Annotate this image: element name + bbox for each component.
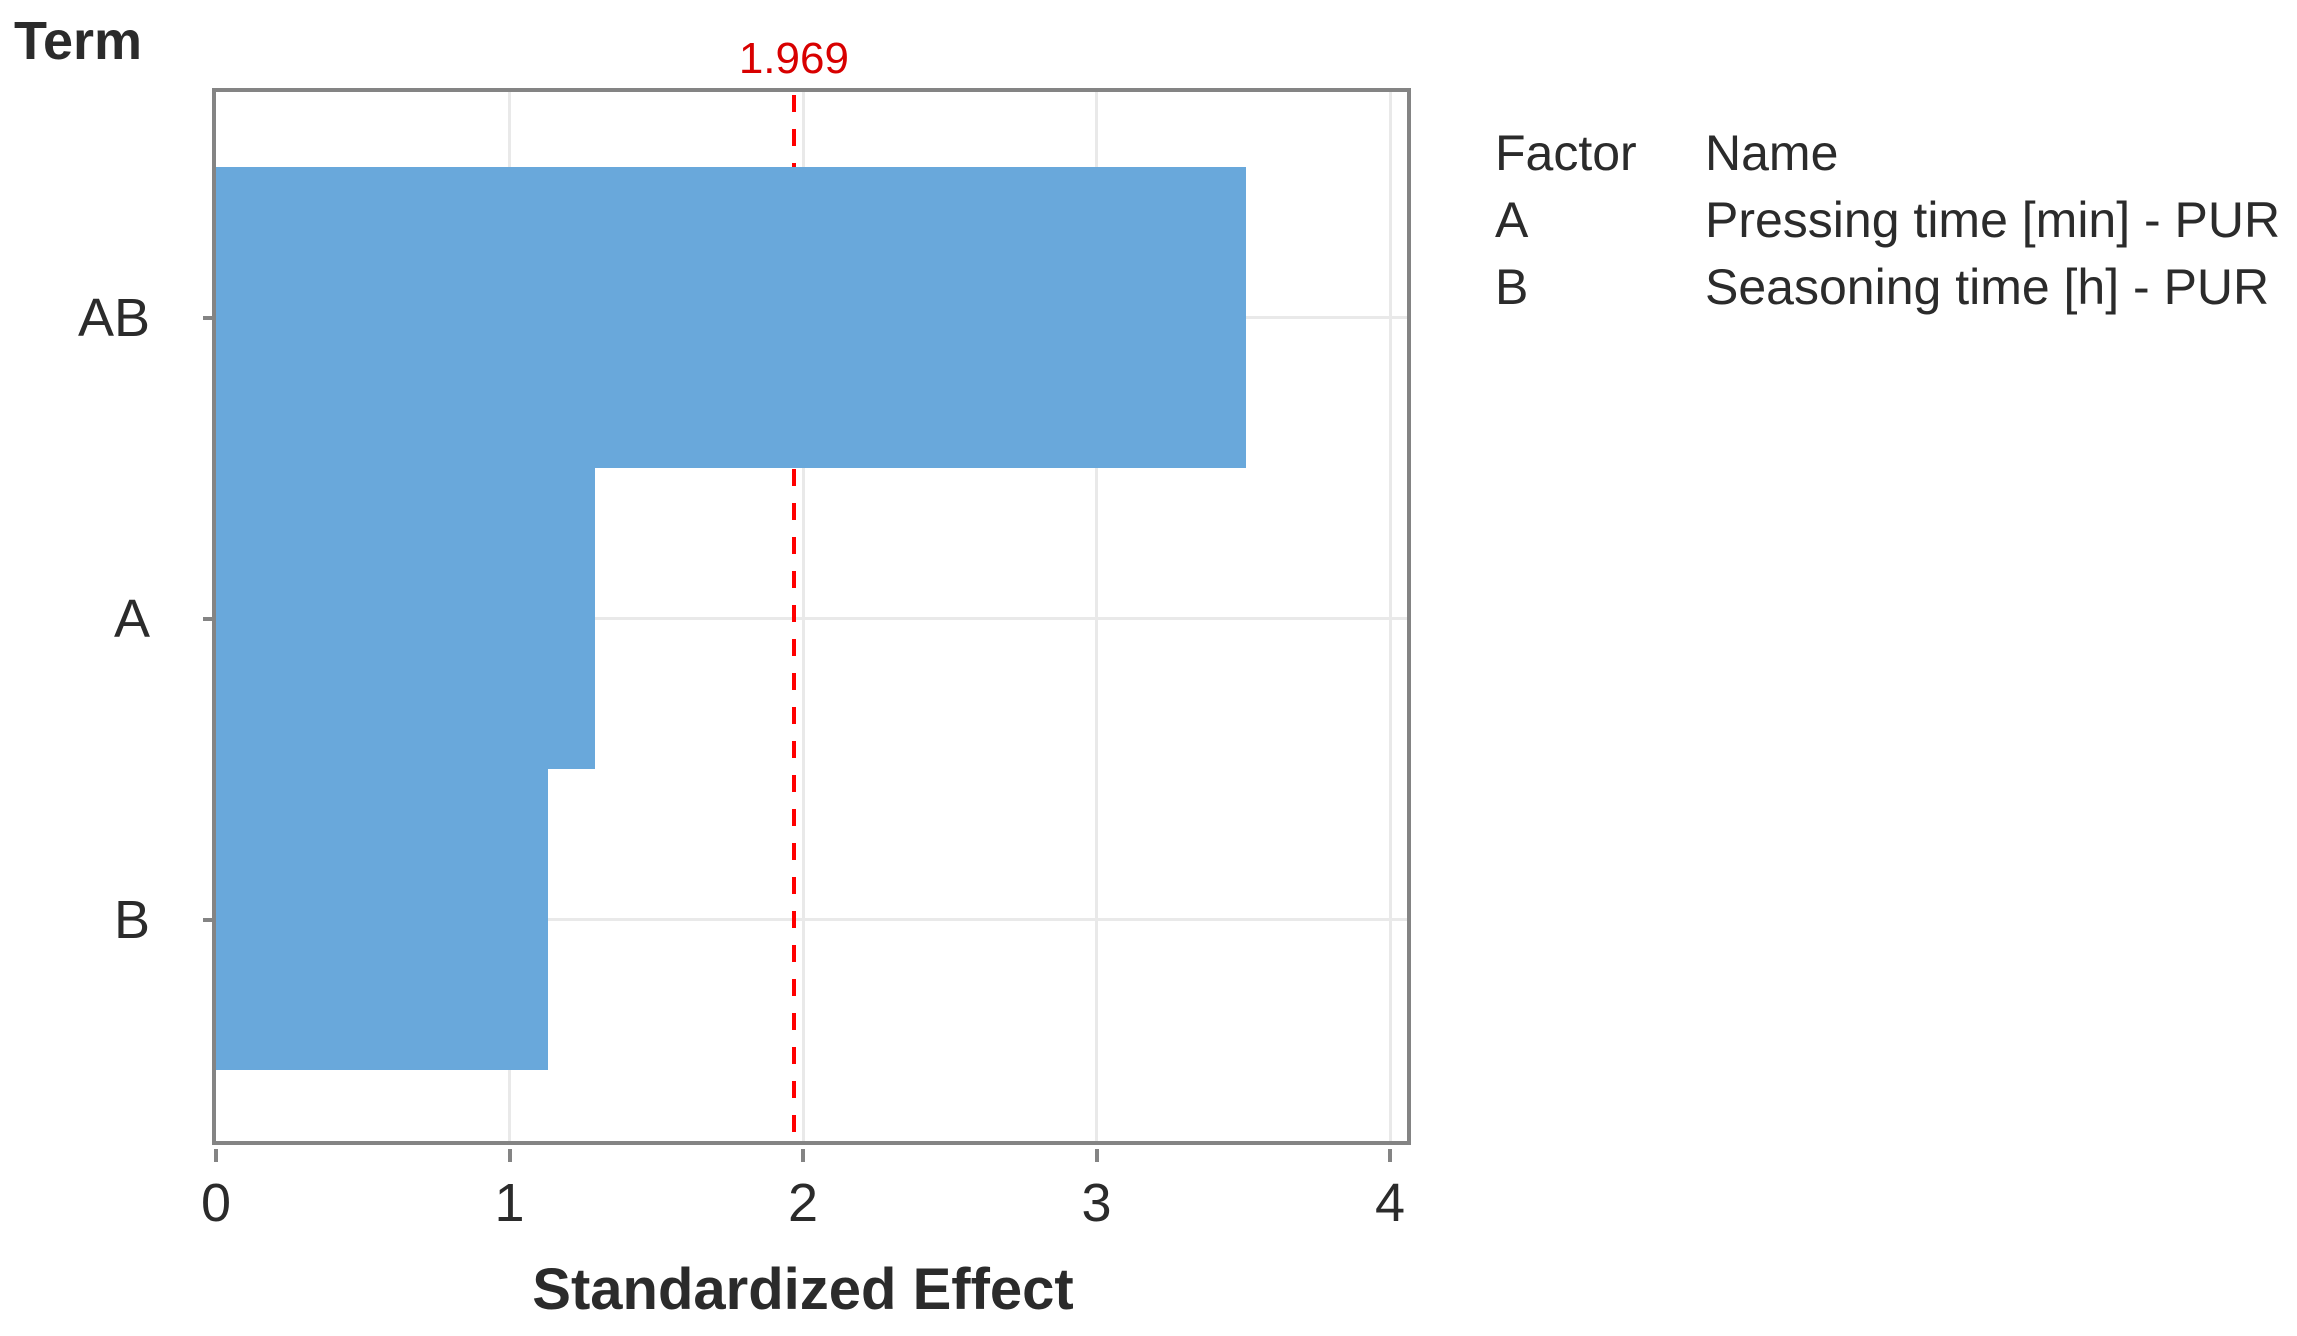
legend-factor-name: Pressing time [min] - PUR [1705,192,2281,248]
reference-line-label: 1.969 [738,34,849,83]
bar-A [216,468,595,769]
reference-line [791,95,796,1145]
legend-factor-label: A [1495,192,1529,248]
x-tick [214,1149,218,1162]
legend-factor-name: Seasoning time [h] - PUR [1705,259,2270,315]
v-gridline [801,92,805,1145]
y-axis-title: Term [14,11,143,71]
x-tick-label: 3 [1081,1173,1112,1233]
x-tick [1388,1149,1392,1162]
x-tick-label: 2 [787,1173,819,1233]
x-tick [801,1149,805,1162]
legend-row: B Seasoning time [h] - PUR [1495,254,2280,321]
x-tick-label: 0 [200,1173,232,1233]
legend-header-factor: Factor [1495,125,1637,181]
x-axis-title: Standardized Effect [532,1257,1074,1322]
legend: Factor Name A Pressing time [min] - PUR … [1495,120,2280,321]
legend-header-name: Name [1705,125,1839,181]
y-tick [203,616,216,621]
y-tick [203,315,216,320]
x-tick-label: 4 [1374,1173,1406,1233]
x-tick [507,1149,512,1162]
x-tick-label: 1 [494,1173,525,1233]
x-tick [1094,1149,1099,1162]
h-gridline [216,918,1407,921]
legend-factor-label: B [1495,259,1529,315]
legend-header-row: Factor Name [1495,120,2280,187]
v-gridline [1095,92,1098,1145]
y-tick-label: A [113,588,150,649]
y-tick [203,917,216,922]
y-tick-label: B [113,889,150,950]
bar-B [216,769,548,1070]
v-gridline [1388,92,1392,1145]
h-gridline [216,617,1407,620]
bar-AB [216,167,1247,468]
y-tick-label: AB [77,287,150,348]
legend-row: A Pressing time [min] - PUR [1495,187,2280,254]
